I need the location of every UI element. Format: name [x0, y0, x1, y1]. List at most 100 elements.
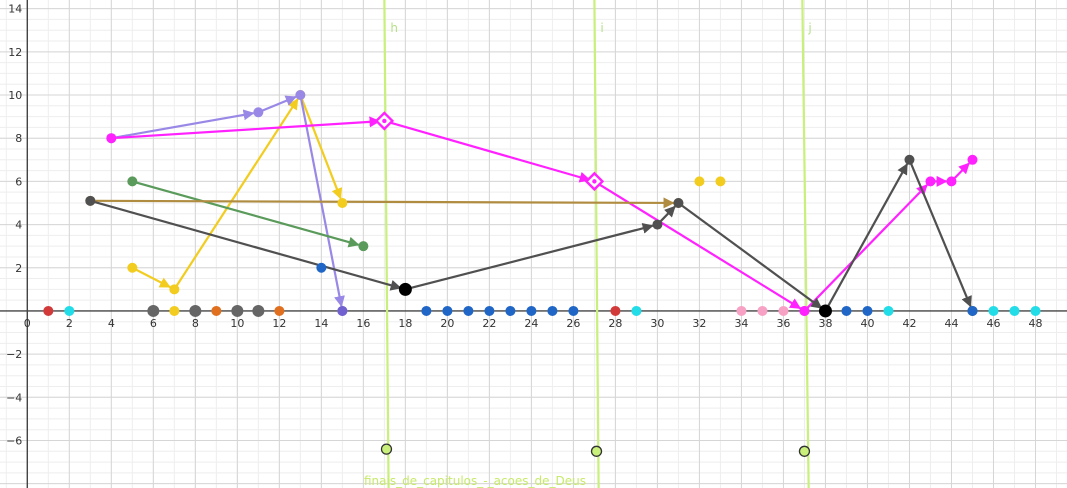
axis-point — [505, 305, 516, 316]
y-tick-label: 6 — [15, 175, 22, 188]
x-tick-label: 12 — [272, 317, 286, 330]
x-tick-label: 18 — [398, 317, 412, 330]
axis-point — [463, 305, 474, 316]
series-vertex — [946, 176, 957, 187]
series-vertex — [169, 284, 180, 295]
x-tick-label: 32 — [692, 317, 706, 330]
series-vertex — [925, 176, 936, 187]
x-tick-label: 48 — [1028, 317, 1042, 330]
axis-point — [189, 304, 202, 317]
axis-point — [547, 305, 558, 316]
series-segment — [299, 94, 343, 200]
series-vertex — [127, 176, 138, 187]
series-segment — [257, 95, 297, 114]
axis-point — [862, 305, 873, 316]
series-vertex — [967, 154, 978, 165]
axis-point — [147, 304, 160, 317]
x-tick-label: 44 — [944, 317, 958, 330]
x-tick-label: 8 — [192, 317, 199, 330]
axis-point — [484, 305, 495, 316]
series-vertex — [358, 241, 369, 252]
x-tick-label: 28 — [608, 317, 622, 330]
axis-point — [64, 305, 75, 316]
axis-point — [631, 305, 642, 316]
x-tick-label: 16 — [356, 317, 370, 330]
vertical-line-h — [383, 0, 390, 488]
x-tick-label: 2 — [66, 317, 73, 330]
x-tick-label: 30 — [650, 317, 664, 330]
point — [694, 176, 705, 187]
series-segment — [90, 197, 675, 209]
x-tick-label: 24 — [524, 317, 538, 330]
tick-labels: 0 2 4 6 8 10 12 14 16 18 20 22 24 26 28 30 32 34 36 38 40 42 4… — [6, 3, 1042, 448]
axis-point — [337, 305, 348, 316]
axis-point — [43, 305, 54, 316]
axis-point — [421, 305, 432, 316]
axis-point — [988, 305, 999, 316]
axis-point — [736, 305, 747, 316]
series-vertex — [652, 219, 663, 230]
series-vertex — [337, 197, 348, 208]
y-tick-label: 10 — [8, 89, 22, 102]
y-tick-label: 2 — [15, 262, 22, 275]
axis-point — [841, 305, 852, 316]
series-segment — [677, 202, 823, 309]
points — [43, 90, 1041, 457]
vertical-line-label: j — [807, 21, 811, 35]
series-segment — [803, 184, 928, 312]
axis-point — [526, 305, 537, 316]
emphasis-point — [398, 282, 412, 296]
vertical-line-label: i — [600, 21, 603, 35]
axis-point — [967, 305, 978, 316]
vertical-line-j — [801, 0, 810, 488]
y-tick-label: 8 — [15, 132, 22, 145]
x-tick-label: 0 — [24, 317, 31, 330]
x-tick-label: 40 — [860, 317, 874, 330]
x-tick-label: 22 — [482, 317, 496, 330]
axis-point — [1030, 305, 1041, 316]
y-tick-label: −2 — [6, 348, 22, 361]
series-segment — [132, 180, 360, 248]
axis-point — [231, 304, 244, 317]
x-tick-label: 10 — [230, 317, 244, 330]
axis-point — [757, 305, 768, 316]
y-tick-label: 14 — [8, 3, 22, 16]
series-lines — [90, 94, 972, 312]
axis-point — [211, 305, 222, 316]
series-segment — [405, 222, 654, 291]
axis-point — [568, 305, 579, 316]
x-tick-label: 38 — [818, 317, 832, 330]
series-segment — [908, 159, 972, 308]
hollow-point — [380, 443, 393, 455]
x-tick-label: 14 — [314, 317, 328, 330]
series-segment — [131, 266, 171, 289]
axis-point — [442, 305, 453, 316]
x-tick-label: 26 — [566, 317, 580, 330]
series-vertex — [106, 133, 117, 144]
caption: finais_de_capitulos_-_acoes_de_Deus — [364, 474, 586, 488]
axis-point — [778, 305, 789, 316]
x-tick-label: 34 — [734, 317, 748, 330]
series-segment — [111, 109, 255, 140]
series-segment — [299, 94, 345, 308]
x-tick-label: 20 — [440, 317, 454, 330]
series-segment — [173, 98, 299, 290]
y-tick-label: −4 — [6, 391, 22, 404]
diamond-center — [382, 118, 387, 124]
vertical-line-i — [593, 0, 600, 488]
y-tick-label: −6 — [6, 434, 22, 447]
series-vertex — [673, 197, 684, 208]
y-tick-label: 4 — [15, 219, 22, 232]
axis-point — [274, 305, 285, 316]
point — [316, 262, 327, 273]
vertical-line-label: h — [390, 21, 398, 35]
series-vertex — [295, 90, 306, 101]
x-tick-label: 6 — [150, 317, 157, 330]
axis-point — [1009, 305, 1020, 316]
series-vertex — [127, 262, 138, 273]
axis-point — [883, 305, 894, 316]
series-segment — [90, 199, 402, 291]
axis-point — [169, 305, 180, 316]
